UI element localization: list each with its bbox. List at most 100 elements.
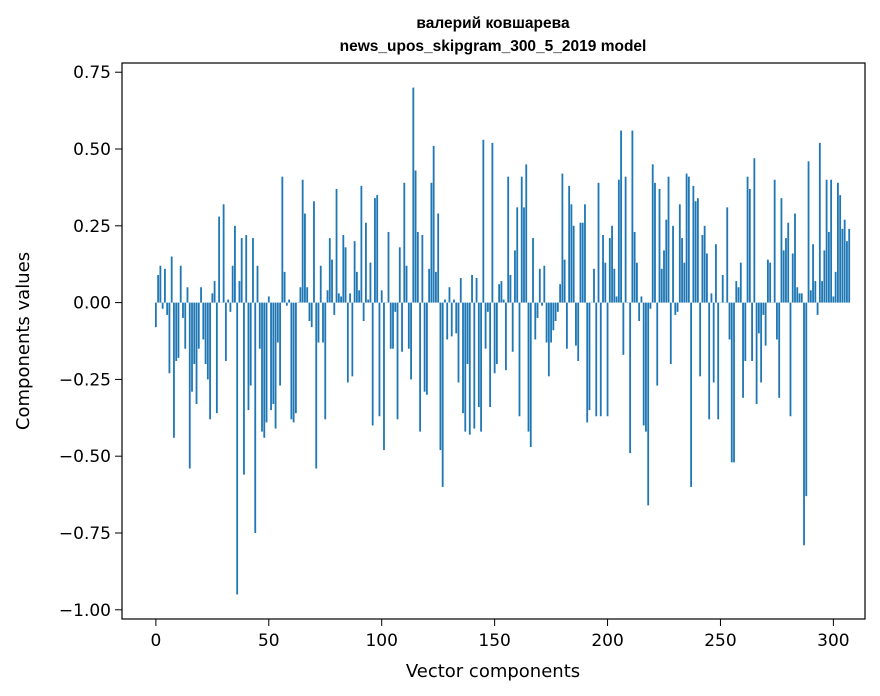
chart-title-line2: news_upos_skipgram_300_5_2019 model (340, 38, 647, 55)
y-tick-label: 0.50 (73, 140, 111, 160)
bar-114 (412, 87, 415, 303)
bar-53 (274, 302, 277, 429)
bar-236 (687, 176, 690, 303)
bar-107 (396, 302, 399, 420)
bar-99 (378, 302, 381, 417)
bar-214 (638, 302, 641, 322)
bar-227 (667, 176, 670, 303)
bar-66 (304, 213, 306, 303)
bar-217 (645, 302, 647, 432)
bar-196 (597, 182, 600, 303)
bar-282 (791, 253, 794, 303)
bar-78 (331, 259, 333, 303)
bar-247 (712, 302, 715, 383)
bar-134 (457, 302, 460, 383)
bar-143 (477, 302, 480, 408)
bar-117 (419, 302, 422, 432)
bar-167 (532, 238, 534, 303)
bar-297 (825, 179, 828, 303)
bar-113 (410, 302, 412, 380)
bar-142 (475, 278, 478, 303)
bar-30 (222, 204, 225, 303)
bar-56 (281, 176, 284, 303)
bar-186 (575, 302, 577, 346)
bar-129 (446, 302, 449, 340)
bar-65 (301, 179, 304, 303)
bar-119 (423, 302, 426, 392)
bar-35 (234, 225, 236, 303)
bar-77 (328, 238, 331, 303)
bar-118 (421, 235, 424, 303)
y-tick-label: −0.25 (59, 370, 111, 390)
bar-237 (690, 302, 693, 487)
bar-55 (279, 302, 281, 386)
bar-90 (358, 290, 361, 303)
bar-283 (794, 213, 796, 303)
bar-207 (622, 302, 625, 355)
bar-274 (773, 179, 776, 303)
bar-153 (500, 281, 503, 303)
bar-169 (536, 302, 539, 318)
bar-51 (270, 302, 272, 411)
bar-272 (769, 262, 772, 303)
bar-288 (805, 302, 808, 497)
bar-181 (563, 259, 566, 303)
bar-42 (249, 302, 252, 386)
bar-222 (656, 302, 659, 386)
bar-1 (157, 274, 160, 303)
bar-68 (308, 302, 311, 322)
bar-277 (780, 198, 783, 303)
bar-223 (658, 188, 661, 303)
bar-126 (439, 302, 442, 451)
bar-15 (188, 302, 191, 469)
bar-80 (335, 188, 338, 303)
bar-182 (565, 302, 568, 349)
bar-14 (186, 287, 189, 303)
bar-24 (209, 302, 211, 420)
bar-164 (525, 164, 528, 303)
bar-121 (428, 268, 431, 303)
bar-270 (764, 302, 767, 346)
bar-178 (556, 302, 559, 312)
bar-211 (631, 130, 634, 303)
x-tick-label: 50 (258, 631, 280, 651)
y-axis-label: Components values (13, 252, 34, 430)
bar-89 (355, 271, 358, 303)
bar-37 (238, 281, 241, 303)
bar-62 (294, 302, 297, 414)
bar-183 (568, 185, 571, 303)
bar-285 (798, 293, 801, 303)
bar-110 (403, 182, 406, 303)
x-tick-label: 300 (817, 631, 849, 651)
bar-132 (453, 299, 455, 303)
bar-106 (394, 302, 397, 312)
bar-298 (827, 231, 830, 303)
bar-259 (739, 262, 742, 303)
bar-166 (529, 302, 532, 447)
bar-16 (191, 302, 193, 392)
bar-188 (579, 222, 582, 303)
bar-36 (236, 302, 239, 595)
bar-137 (464, 302, 467, 432)
bar-83 (342, 235, 345, 303)
bar-136 (462, 302, 464, 414)
bar-150 (493, 302, 496, 374)
bar-73 (319, 265, 322, 303)
bar-210 (629, 302, 632, 454)
bar-75 (324, 302, 327, 420)
plot-frame (121, 62, 866, 620)
bar-111 (405, 265, 408, 303)
chart-title-line1: валерий ковшарева (416, 15, 570, 32)
bar-31 (224, 302, 227, 361)
bar-192 (588, 302, 591, 411)
bar-41 (247, 302, 250, 411)
bar-157 (509, 274, 512, 303)
x-tick-label: 250 (704, 631, 736, 651)
bar-162 (520, 176, 523, 303)
bar-39 (243, 302, 245, 475)
bar-139 (468, 302, 471, 435)
bar-231 (676, 302, 679, 312)
bar-233 (681, 238, 683, 303)
bar-216 (642, 302, 645, 426)
